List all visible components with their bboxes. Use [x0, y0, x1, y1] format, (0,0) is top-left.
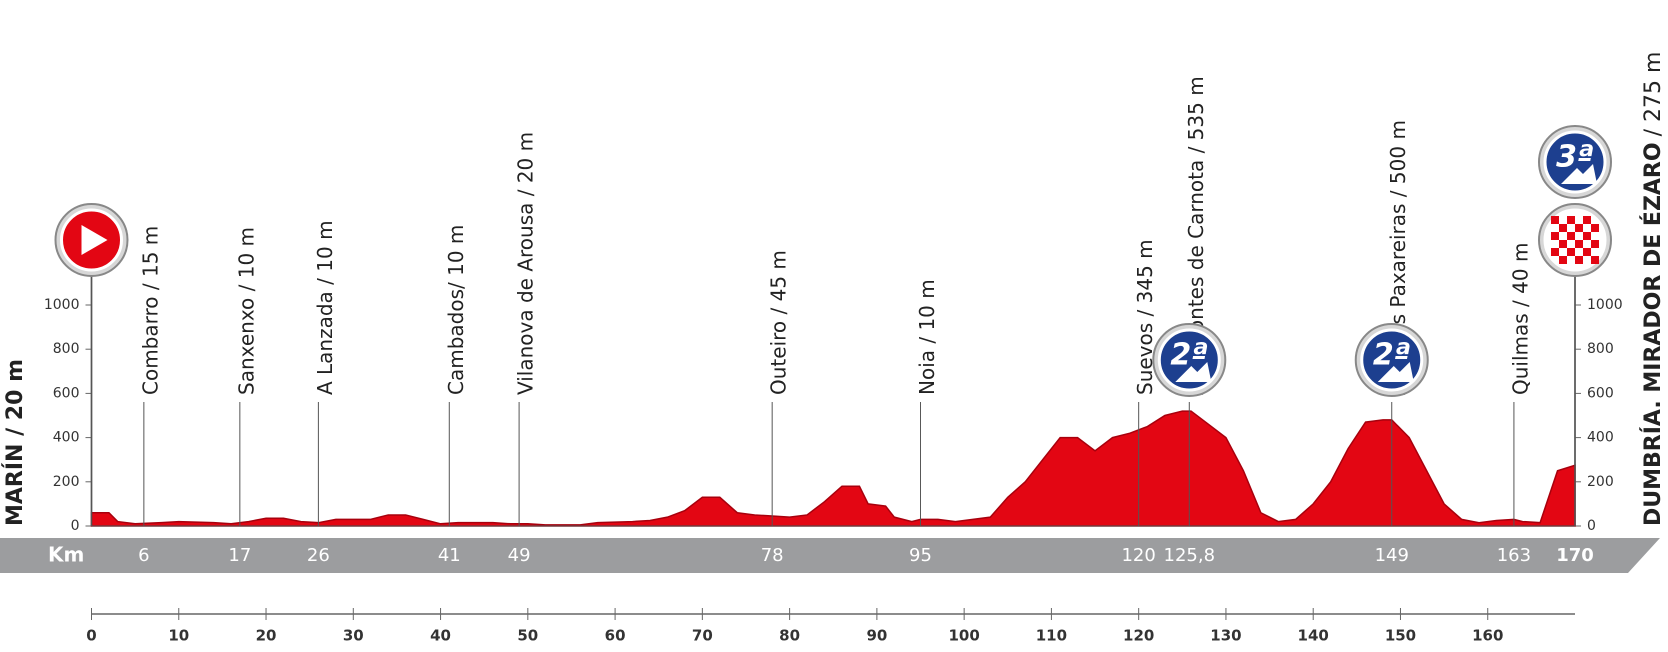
waypoint-label: Quilmas / 40 m	[1508, 243, 1532, 395]
x-tick-label: 30	[343, 627, 364, 645]
climb-mountain	[1377, 362, 1414, 382]
y-tick-label: 200	[53, 474, 80, 490]
km-label: 163	[1497, 545, 1531, 566]
y-tick-label: 1000	[44, 297, 80, 313]
finish-check	[1591, 256, 1599, 264]
finish-check	[1559, 256, 1567, 264]
finish-check	[1583, 232, 1591, 240]
finish-check	[1567, 216, 1575, 224]
y-tick-label: 800	[53, 341, 80, 357]
km-label: 170	[1556, 545, 1594, 566]
km-label: 78	[761, 545, 784, 566]
finish-check	[1551, 232, 1559, 240]
km-label: 26	[307, 545, 330, 566]
finish-check	[1583, 248, 1591, 256]
finish-check	[1591, 224, 1599, 232]
y-tick-label: 600	[1587, 385, 1614, 401]
x-tick-label: 20	[256, 627, 277, 645]
finish-check	[1575, 256, 1583, 264]
finish-check	[1591, 240, 1599, 248]
waypoint-label: Combarro / 15 m	[138, 226, 162, 395]
finish-altitude: / 275 m	[1641, 52, 1666, 137]
x-tick-label: 70	[692, 627, 713, 645]
km-label: 95	[909, 545, 932, 566]
finish-check	[1575, 240, 1583, 248]
waypoint-label: Cambados/ 10 m	[444, 225, 468, 395]
finish-check	[1575, 224, 1583, 232]
waypoint-label: Sanxenxo / 10 m	[234, 227, 258, 395]
x-tick-label: 90	[866, 627, 887, 645]
y-tick-label: 800	[1587, 341, 1614, 357]
climb-mountain	[1561, 164, 1597, 184]
x-tick-label: 160	[1472, 627, 1503, 645]
km-label: 49	[508, 545, 531, 566]
finish-check	[1551, 216, 1559, 224]
km-label: 149	[1375, 545, 1409, 566]
y-tick-label: 400	[1587, 430, 1614, 446]
waypoint-label: Outeiro / 45 m	[767, 250, 791, 395]
x-tick-label: 130	[1210, 627, 1241, 645]
finish-check	[1559, 224, 1567, 232]
y-tick-label: 1000	[1587, 297, 1623, 313]
finish-check	[1551, 248, 1559, 256]
y-tick-label: 0	[1587, 518, 1596, 534]
x-tick-label: 80	[779, 627, 800, 645]
finish-check	[1583, 216, 1591, 224]
climb-category: 2ª	[1373, 338, 1411, 373]
x-tick-label: 140	[1298, 627, 1329, 645]
x-tick-label: 60	[605, 627, 626, 645]
x-tick-label: 120	[1123, 627, 1154, 645]
y-tick-label: 600	[53, 385, 80, 401]
elevation-profile	[90, 410, 1576, 527]
finish-name: DUMBRÍA. MIRADOR DE ÉZARO	[1640, 142, 1666, 526]
climb-category: 3ª	[1556, 140, 1594, 175]
y-tick-label: 400	[53, 430, 80, 446]
x-tick-label: 150	[1385, 627, 1416, 645]
finish-check	[1567, 232, 1575, 240]
x-tick-label: 0	[86, 627, 96, 645]
waypoint-label: A Lanzada / 10 m	[313, 220, 337, 395]
waypoint-label: Noia / 10 m	[915, 279, 939, 395]
start-label: MARÍN / 20 m	[2, 359, 28, 526]
finish-label: DUMBRÍA. MIRADOR DE ÉZARO / 275 m	[1640, 52, 1666, 526]
x-tick-label: 40	[430, 627, 451, 645]
x-tick-label: 100	[948, 627, 979, 645]
x-tick-label: 110	[1036, 627, 1067, 645]
km-label: 6	[138, 545, 149, 566]
waypoint-label: Vilanova de Arousa / 20 m	[514, 132, 538, 395]
km-label: 120	[1121, 545, 1155, 566]
x-tick-label: 10	[168, 627, 189, 645]
finish-check	[1567, 248, 1575, 256]
km-label: 41	[438, 545, 461, 566]
km-band	[0, 538, 1660, 573]
y-tick-label: 0	[71, 518, 80, 534]
y-tick-label: 200	[1587, 474, 1614, 490]
km-label: 17	[228, 545, 251, 566]
km-label: Km	[48, 543, 84, 567]
climb-mountain	[1175, 362, 1212, 382]
waypoint-label: Suevos / 345 m	[1133, 239, 1157, 395]
finish-check	[1559, 240, 1567, 248]
climb-category: 2ª	[1170, 338, 1208, 373]
start-arrow	[81, 225, 108, 255]
x-tick-label: 50	[517, 627, 538, 645]
km-label: 125,8	[1164, 545, 1216, 566]
